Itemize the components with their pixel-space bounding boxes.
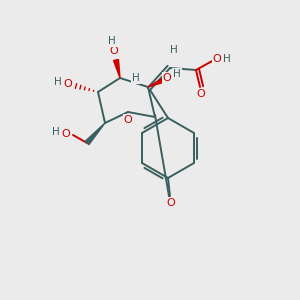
Text: H: H — [108, 36, 116, 46]
Text: O: O — [64, 79, 72, 89]
Text: H: H — [170, 45, 178, 55]
Text: O: O — [124, 115, 132, 125]
Polygon shape — [114, 59, 120, 78]
Text: O: O — [196, 89, 206, 99]
Text: H: H — [173, 69, 181, 79]
Text: H: H — [132, 73, 140, 83]
Text: O: O — [167, 198, 176, 208]
Text: H: H — [54, 77, 62, 87]
Polygon shape — [85, 123, 105, 145]
Text: O: O — [110, 46, 118, 56]
Text: O: O — [213, 54, 221, 64]
Text: O: O — [61, 129, 70, 139]
Text: H: H — [52, 127, 60, 137]
Polygon shape — [148, 77, 167, 87]
Text: H: H — [223, 54, 231, 64]
Text: O: O — [163, 73, 171, 83]
